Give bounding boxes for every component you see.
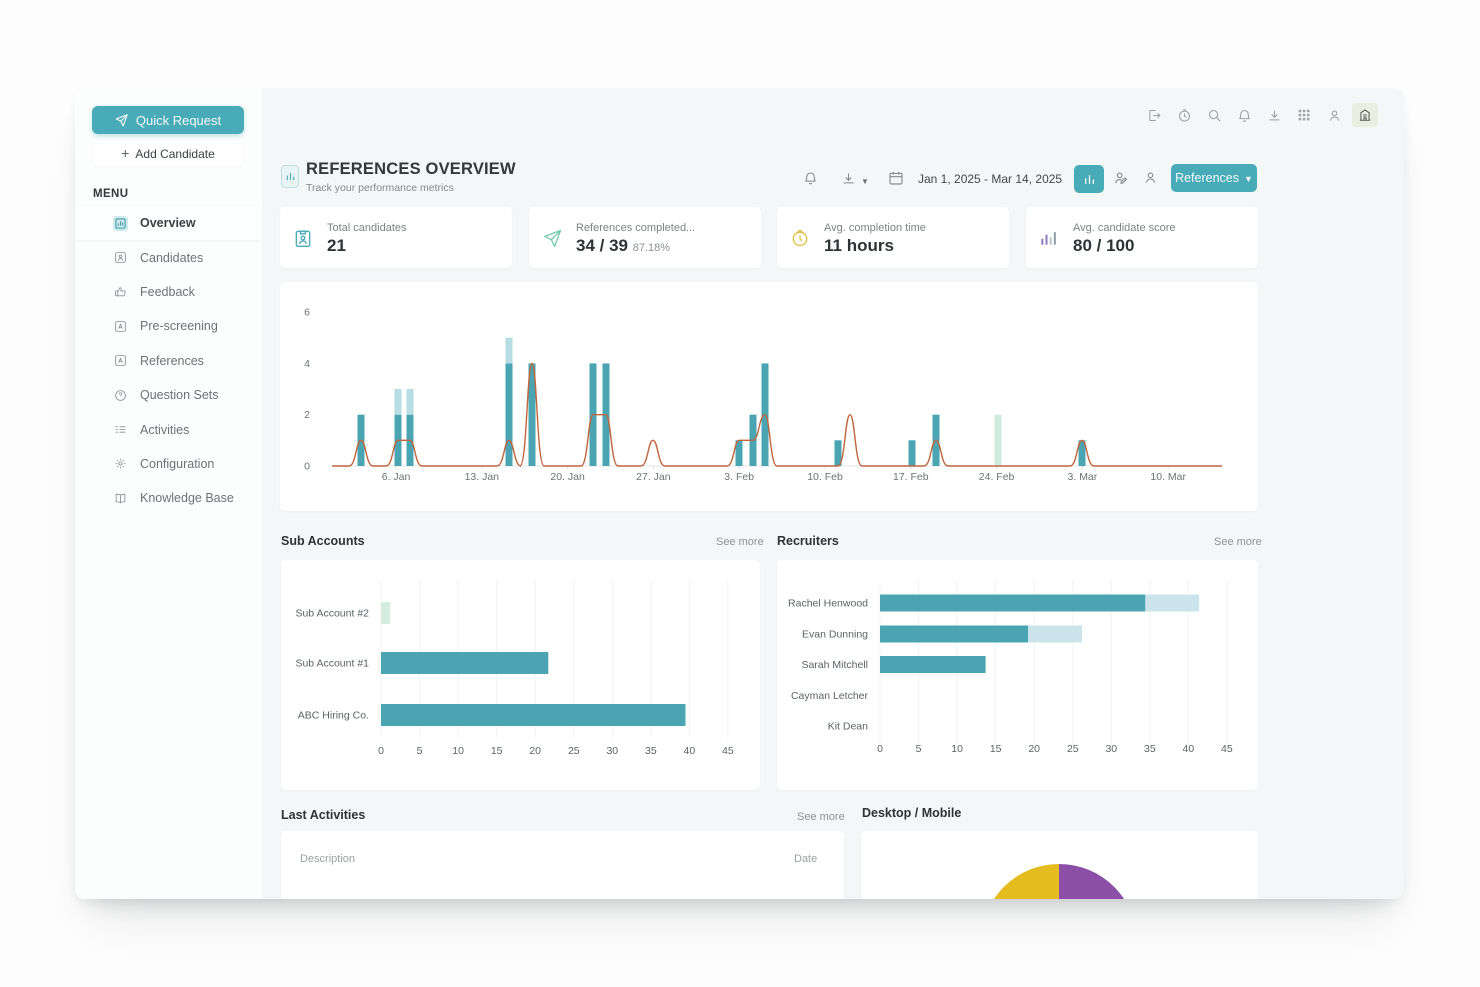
svg-text:35: 35 (645, 745, 657, 757)
svg-text:17. Feb: 17. Feb (893, 471, 929, 483)
svg-text:Evan Dunning: Evan Dunning (802, 629, 868, 641)
svg-text:20. Jan: 20. Jan (550, 471, 585, 483)
svg-text:Rachel Henwood: Rachel Henwood (788, 598, 868, 610)
svg-text:Kit Dean: Kit Dean (828, 721, 868, 733)
svg-text:45: 45 (1221, 743, 1233, 755)
svg-text:2: 2 (304, 409, 310, 421)
svg-text:Cayman Letcher: Cayman Letcher (791, 690, 869, 702)
svg-text:Sub Account #1: Sub Account #1 (295, 658, 369, 670)
svg-text:24. Feb: 24. Feb (979, 471, 1015, 483)
svg-text:10: 10 (951, 743, 963, 755)
svg-text:3. Feb: 3. Feb (724, 471, 754, 483)
svg-text:15: 15 (491, 745, 503, 757)
svg-text:10. Mar: 10. Mar (1150, 471, 1186, 483)
svg-text:6: 6 (304, 307, 310, 319)
svg-text:10. Feb: 10. Feb (807, 471, 843, 483)
svg-text:0: 0 (378, 745, 384, 757)
svg-text:35: 35 (1144, 743, 1156, 755)
svg-text:15: 15 (990, 743, 1002, 755)
svg-text:30: 30 (1105, 743, 1117, 755)
svg-text:30: 30 (606, 745, 618, 757)
svg-text:4: 4 (304, 358, 310, 370)
svg-text:45: 45 (722, 745, 734, 757)
svg-text:40: 40 (684, 745, 696, 757)
svg-text:25: 25 (1067, 743, 1079, 755)
svg-text:25: 25 (568, 745, 580, 757)
svg-text:40: 40 (1183, 743, 1195, 755)
svg-text:0: 0 (877, 743, 883, 755)
svg-text:27. Jan: 27. Jan (636, 471, 671, 483)
svg-text:20: 20 (529, 745, 541, 757)
svg-text:6. Jan: 6. Jan (382, 471, 411, 483)
svg-text:0: 0 (304, 461, 310, 473)
svg-text:20: 20 (1028, 743, 1040, 755)
svg-text:3. Mar: 3. Mar (1068, 471, 1098, 483)
svg-text:5: 5 (916, 743, 922, 755)
svg-text:Sub Account #2: Sub Account #2 (295, 608, 369, 620)
svg-text:5: 5 (417, 745, 423, 757)
svg-text:Sarah Mitchell: Sarah Mitchell (801, 659, 868, 671)
svg-text:ABC Hiring Co.: ABC Hiring Co. (298, 710, 369, 722)
svg-text:13. Jan: 13. Jan (465, 471, 500, 483)
svg-text:10: 10 (452, 745, 464, 757)
